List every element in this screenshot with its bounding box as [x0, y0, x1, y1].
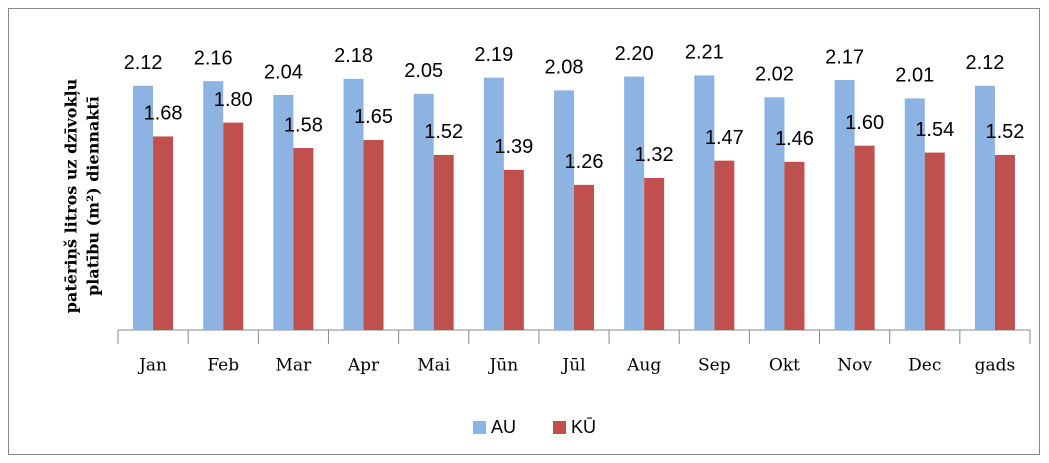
value-label: 2.12 — [124, 52, 163, 74]
x-tick-label: Okt — [769, 356, 800, 376]
bar — [503, 169, 524, 330]
bar — [483, 77, 504, 330]
x-tick-label: Jūn — [487, 356, 518, 376]
value-label: 2.02 — [755, 64, 794, 86]
legend-swatch — [553, 421, 566, 434]
bar — [904, 98, 925, 330]
value-label: 1.60 — [845, 112, 884, 134]
bar — [764, 97, 785, 331]
legend-label: AU — [491, 417, 516, 437]
value-label: 2.21 — [685, 42, 724, 64]
bar — [574, 184, 594, 330]
value-label: 1.52 — [985, 121, 1024, 143]
bar — [714, 160, 735, 330]
value-label: 2.05 — [404, 60, 443, 82]
value-label: 1.68 — [144, 103, 183, 125]
bar — [694, 75, 715, 331]
bar — [133, 85, 154, 330]
value-label: 1.26 — [565, 151, 604, 173]
value-label: 1.80 — [214, 89, 253, 111]
bar — [413, 93, 434, 330]
value-label: 2.01 — [895, 65, 934, 87]
x-tick-label: Mai — [417, 356, 451, 376]
value-label: 2.04 — [264, 61, 303, 83]
bar — [343, 78, 364, 330]
x-tick-label: Aug — [626, 356, 661, 376]
x-tick-label: Nov — [837, 356, 872, 376]
value-label: 1.65 — [354, 106, 393, 128]
value-label: 2.18 — [334, 45, 373, 67]
y-axis-label: platību (m²) diennaktī — [84, 96, 103, 296]
bar — [273, 94, 294, 330]
bar — [223, 122, 244, 330]
legend-label: KŪ — [571, 417, 596, 437]
value-label: 1.32 — [635, 144, 674, 166]
y-axis-label: patēriņš litros uz dzīvokļu — [62, 78, 81, 313]
bar — [854, 145, 875, 330]
bar — [624, 76, 645, 330]
value-label: 1.46 — [775, 128, 814, 150]
value-label: 2.17 — [825, 46, 864, 68]
value-label: 1.52 — [424, 121, 463, 143]
bar — [644, 177, 665, 330]
bar — [834, 80, 855, 331]
bar — [994, 154, 1015, 330]
x-tick-label: Sep — [698, 356, 731, 376]
bar — [554, 90, 574, 330]
x-tick-label: Dec — [908, 356, 941, 376]
x-tick-label: gads — [975, 356, 1016, 376]
bar — [203, 81, 224, 330]
bar — [293, 147, 314, 330]
bar — [433, 154, 454, 330]
value-label: 1.47 — [705, 127, 744, 149]
value-label: 1.39 — [494, 136, 533, 158]
x-tick-label: Apr — [347, 356, 380, 376]
x-tick-label: Feb — [207, 356, 239, 376]
value-label: 1.54 — [915, 119, 954, 141]
legend-swatch — [473, 421, 486, 434]
value-label: 2.12 — [965, 52, 1004, 74]
bar — [924, 152, 945, 330]
value-label: 2.16 — [194, 47, 233, 69]
bar — [153, 136, 174, 330]
value-label: 1.58 — [284, 114, 323, 136]
value-label: 2.08 — [545, 57, 584, 79]
bar — [784, 161, 805, 330]
bar — [974, 85, 995, 330]
x-tick-label: Jan — [137, 356, 167, 376]
bar — [363, 139, 384, 330]
value-label: 2.19 — [474, 44, 513, 66]
value-label: 2.20 — [615, 43, 654, 65]
x-tick-label: Mar — [276, 356, 313, 376]
x-tick-label: Jūl — [560, 356, 585, 376]
